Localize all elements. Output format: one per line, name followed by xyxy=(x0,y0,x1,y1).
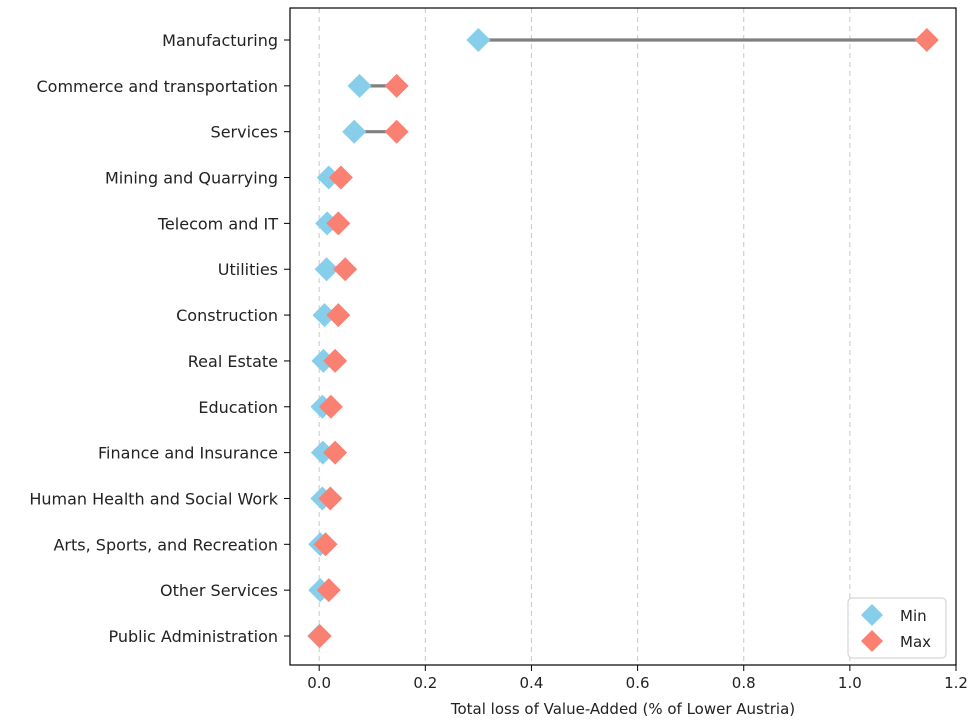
plot-frame xyxy=(289,7,957,666)
x-tick-label: 0.6 xyxy=(626,674,650,692)
category-labels: Manufacturing Commerce and transportation… xyxy=(29,31,290,646)
x-axis-label: Total loss of Value-Added (% of Lower Au… xyxy=(450,700,795,718)
min-marker xyxy=(342,119,367,144)
category-label: Services xyxy=(211,123,278,142)
marker-layer xyxy=(307,28,939,648)
category-label: Arts, Sports, and Recreation xyxy=(53,535,278,554)
x-tick-label: 0.2 xyxy=(413,674,437,692)
category-label: Finance and Insurance xyxy=(98,444,278,463)
max-marker xyxy=(384,119,409,144)
category-label: Other Services xyxy=(160,581,278,600)
min-marker xyxy=(312,303,337,328)
category-label: Human Health and Social Work xyxy=(29,489,278,508)
max-marker xyxy=(914,28,939,52)
category-label: Construction xyxy=(176,306,278,325)
legend-marker-max xyxy=(861,630,883,652)
max-marker xyxy=(318,394,343,419)
category-label: Real Estate xyxy=(188,352,278,371)
min-marker xyxy=(310,440,335,465)
grid-layer xyxy=(318,8,851,665)
category-label: Education xyxy=(198,398,278,417)
min-marker xyxy=(314,257,339,282)
category-label: Public Administration xyxy=(108,627,278,646)
legend-label-min: Min xyxy=(900,607,927,625)
max-marker xyxy=(326,211,351,236)
max-marker xyxy=(323,348,348,373)
min-marker xyxy=(347,73,372,98)
min-marker xyxy=(466,28,491,52)
max-marker xyxy=(307,624,332,648)
legend-box xyxy=(847,597,947,659)
x-axis-ticks: 0.0 0.2 0.4 0.6 0.8 1.0 1.2 xyxy=(307,665,968,692)
x-tick-label: 0.4 xyxy=(520,674,544,692)
max-marker xyxy=(328,165,353,190)
max-marker xyxy=(384,73,409,98)
max-marker xyxy=(333,257,358,282)
max-marker xyxy=(318,486,343,511)
min-marker xyxy=(316,165,341,190)
category-label: Commerce and transportation xyxy=(37,77,279,96)
x-tick-label: 0.0 xyxy=(307,674,331,692)
legend: Min Max xyxy=(847,597,947,659)
category-label: Telecom and IT xyxy=(157,214,278,233)
x-tick-label: 1.0 xyxy=(838,674,862,692)
x-tick-label: 0.8 xyxy=(732,674,756,692)
category-label: Utilities xyxy=(218,260,278,279)
legend-marker-min xyxy=(861,604,883,626)
max-marker xyxy=(326,303,351,328)
x-tick-label: 1.2 xyxy=(944,674,968,692)
max-marker xyxy=(316,578,341,603)
category-label: Mining and Quarrying xyxy=(105,169,278,188)
max-marker xyxy=(313,532,338,557)
max-marker xyxy=(323,440,348,465)
connector-layer xyxy=(319,38,927,638)
category-label: Manufacturing xyxy=(162,31,278,50)
legend-label-max: Max xyxy=(900,633,931,651)
